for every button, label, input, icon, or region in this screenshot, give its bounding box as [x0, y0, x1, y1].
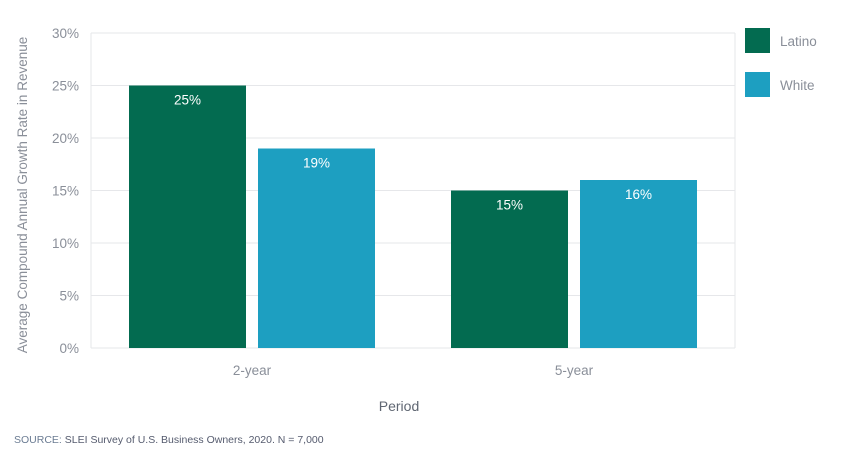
x-tick-label: 2-year [233, 363, 272, 378]
y-axis-title: Average Compound Annual Growth Rate in R… [15, 37, 30, 353]
x-axis-title: Period [379, 398, 419, 414]
bar-latino-2-year [129, 85, 246, 348]
bar-value-label: 15% [496, 198, 523, 213]
bar-white-5-year [580, 180, 697, 348]
y-tick-label: 5% [59, 289, 79, 304]
legend-swatch-white [745, 72, 770, 97]
x-axis-ticks: 2-year 5-year [233, 363, 594, 378]
legend-label-latino: Latino [780, 34, 817, 49]
legend-swatch-latino [745, 28, 770, 53]
source-note: SOURCE: SLEI Survey of U.S. Business Own… [14, 434, 324, 446]
bar-value-label: 16% [625, 187, 652, 202]
legend-label-white: White [780, 78, 815, 93]
bar-white-2-year [258, 148, 375, 348]
bars: 25% 19% 15% 16% [129, 85, 697, 348]
bar-latino-5-year [451, 190, 568, 348]
y-tick-label: 25% [52, 79, 79, 94]
y-tick-label: 0% [59, 341, 79, 356]
source-text: SLEI Survey of U.S. Business Owners, 202… [64, 434, 324, 446]
y-tick-label: 30% [52, 26, 79, 41]
legend: Latino White [745, 28, 817, 97]
y-tick-label: 15% [52, 184, 79, 199]
bar-value-label: 25% [174, 93, 201, 108]
bar-value-label: 19% [303, 156, 330, 171]
y-tick-label: 20% [52, 131, 79, 146]
source-label: SOURCE: [14, 434, 62, 446]
x-tick-label: 5-year [555, 363, 594, 378]
y-tick-label: 10% [52, 236, 79, 251]
y-axis-ticks: 0% 5% 10% 15% 20% 25% 30% [52, 26, 79, 356]
